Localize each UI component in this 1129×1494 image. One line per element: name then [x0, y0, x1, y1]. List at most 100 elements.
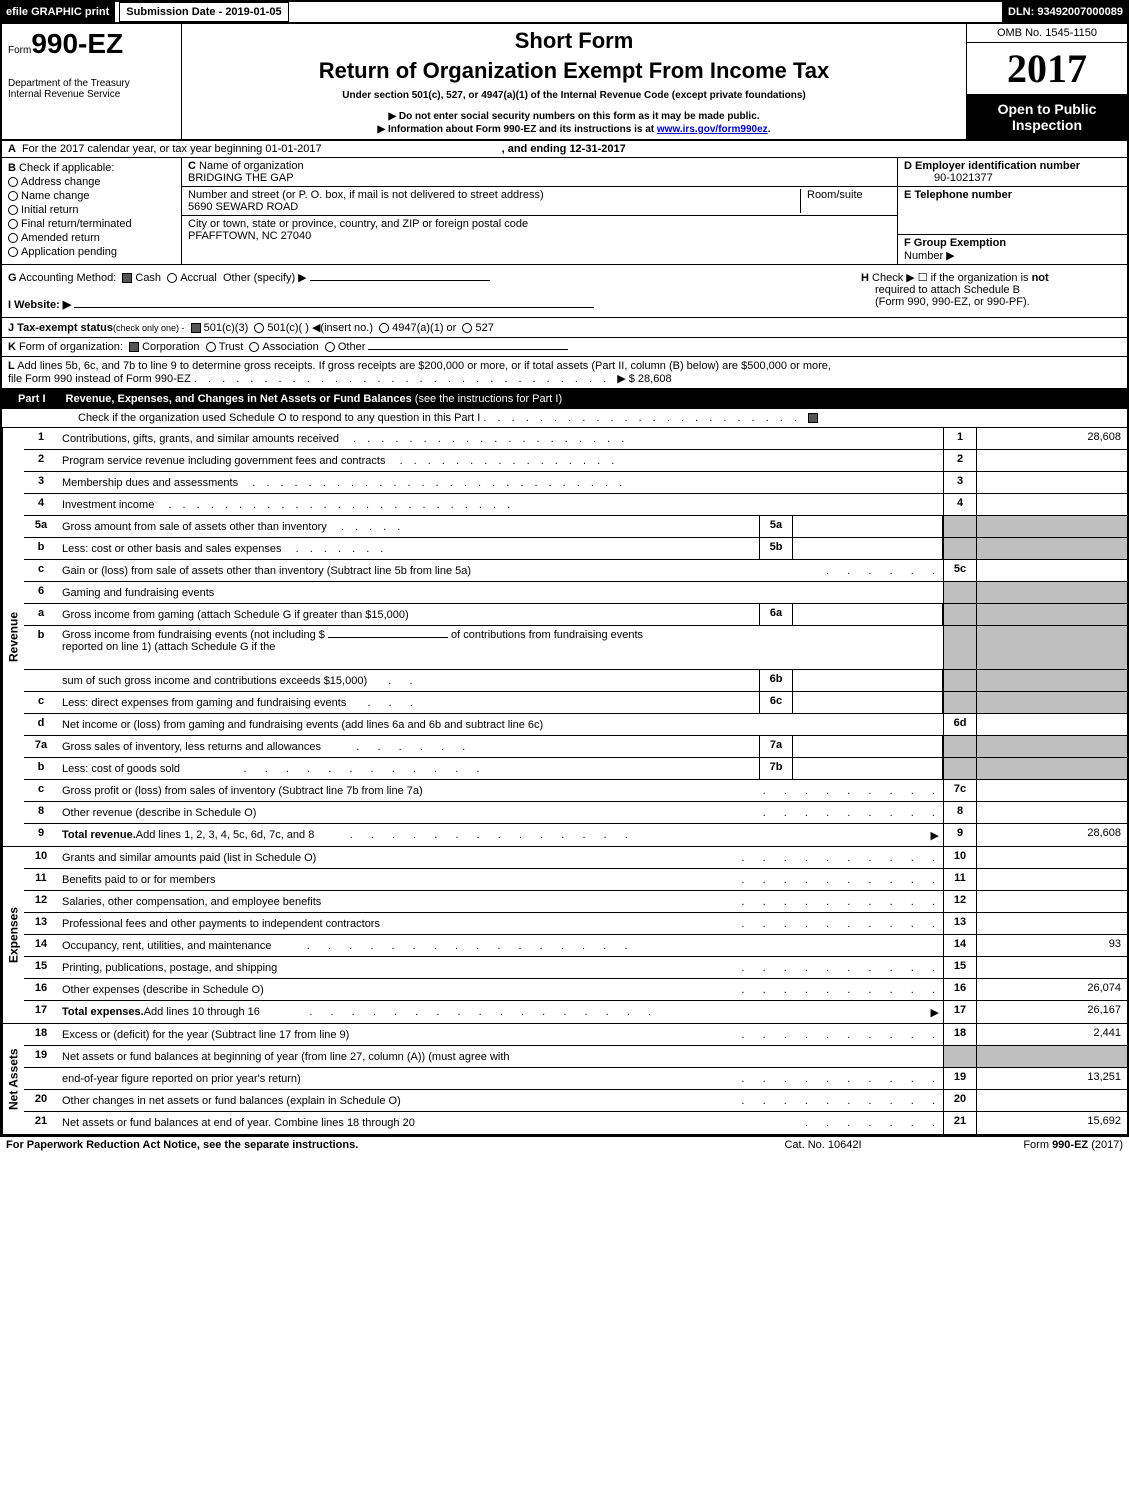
- e-cell: E Telephone number: [898, 187, 1127, 235]
- chk-name-change-label: Name change: [21, 190, 90, 202]
- line-6b-blank[interactable]: [328, 637, 448, 638]
- l-text2: file Form 990 instead of Form 990-EZ: [8, 373, 191, 385]
- chk-initial-return[interactable]: Initial return: [8, 204, 175, 216]
- line-4-desc: Investment income . . . . . . . . . . . …: [58, 494, 943, 515]
- line-3-box: 3: [943, 472, 977, 493]
- k-trust-checkbox[interactable]: [206, 342, 216, 352]
- expenses-side-label: Expenses: [2, 847, 24, 1023]
- line-17-desc: Total expenses. Add lines 10 through 16 …: [58, 1001, 943, 1023]
- k-assoc-checkbox[interactable]: [249, 342, 259, 352]
- l-dots: . . . . . . . . . . . . . . . . . . . . …: [194, 373, 617, 385]
- net-assets-group: Net Assets 18 Excess or (deficit) for th…: [2, 1024, 1127, 1134]
- line-5a-shaded-val: [977, 516, 1127, 537]
- net-assets-side-label: Net Assets: [2, 1024, 24, 1134]
- line-19-lower-num: [24, 1068, 58, 1089]
- line-5b-shaded-val: [977, 538, 1127, 559]
- line-7a-shaded-box: [943, 736, 977, 757]
- part1-check-row: Check if the organization used Schedule …: [0, 409, 1129, 428]
- g-accrual-checkbox[interactable]: [167, 273, 177, 283]
- chk-amended-return-label: Amended return: [21, 232, 100, 244]
- i-website-blank[interactable]: [74, 307, 594, 308]
- line-11-desc: Benefits paid to or for members . . . . …: [58, 869, 943, 890]
- j-527-label: 527: [475, 322, 493, 334]
- chk-initial-return-label: Initial return: [21, 204, 78, 216]
- k-other-label: Other: [338, 341, 366, 353]
- tax-year: 2017: [967, 43, 1127, 95]
- k-other-checkbox[interactable]: [325, 342, 335, 352]
- k-assoc-label: Association: [262, 341, 318, 353]
- line-10-val: [977, 847, 1127, 868]
- column-b: B Check if applicable: Address change Na…: [2, 158, 182, 264]
- h-text3: (Form 990, 990-EZ, or 990-PF).: [875, 296, 1030, 308]
- line-10: 10 Grants and similar amounts paid (list…: [24, 847, 1127, 869]
- h-label: H: [861, 272, 869, 284]
- c-street-value: 5690 SEWARD ROAD: [188, 201, 298, 213]
- line-6b-shaded-box: [943, 670, 977, 691]
- column-g: G Accounting Method: Cash Accrual Other …: [8, 271, 861, 311]
- g-other-blank[interactable]: [310, 280, 490, 281]
- c-street-label: Number and street (or P. O. box, if mail…: [188, 189, 544, 201]
- c-room-label: Room/suite: [801, 189, 891, 213]
- j-501c-checkbox[interactable]: [254, 323, 264, 333]
- i-label: I Website: ▶: [8, 299, 71, 311]
- line-5b-shaded-box: [943, 538, 977, 559]
- row-k: K Form of organization: Corporation Trus…: [0, 338, 1129, 357]
- footer-form-num: 990-EZ: [1052, 1139, 1088, 1151]
- j-501c3-checkbox[interactable]: [191, 323, 201, 333]
- g-cash-checkbox[interactable]: [122, 273, 132, 283]
- line-9-desc2: Add lines 1, 2, 3, 4, 5c, 6d, 7c, and 8: [136, 829, 315, 841]
- j-527-checkbox[interactable]: [462, 323, 472, 333]
- line-7a-desc: Gross sales of inventory, less returns a…: [58, 736, 759, 757]
- line-15-box: 15: [943, 957, 977, 978]
- open-to-public-1: Open to Public: [971, 101, 1123, 117]
- line-2-desc: Program service revenue including govern…: [58, 450, 943, 471]
- line-18-val: 2,441: [977, 1024, 1127, 1045]
- line-6b-desc: Gross income from fundraising events (no…: [58, 626, 943, 669]
- section-gh: G Accounting Method: Cash Accrual Other …: [0, 265, 1129, 318]
- line-19-shaded-box: [943, 1046, 977, 1067]
- chk-final-return[interactable]: Final return/terminated: [8, 218, 175, 230]
- c-city-cell: City or town, state or province, country…: [182, 216, 897, 244]
- g-text: Accounting Method:: [19, 272, 116, 284]
- footer-cat-no: Cat. No. 10642I: [723, 1139, 923, 1151]
- section-bcdef: B Check if applicable: Address change Na…: [0, 158, 1129, 265]
- line-7b: b Less: cost of goods sold . . . . . . .…: [24, 758, 1127, 780]
- line-14-num: 14: [24, 935, 58, 956]
- line-4: 4 Investment income . . . . . . . . . . …: [24, 494, 1127, 516]
- h-text2: required to attach Schedule B: [875, 284, 1020, 296]
- line-6a-sub: 6a: [759, 604, 793, 625]
- line-4-val: [977, 494, 1127, 515]
- chk-name-change[interactable]: Name change: [8, 190, 175, 202]
- line-6d: d Net income or (loss) from gaming and f…: [24, 714, 1127, 736]
- line-6b-shaded-val: [977, 670, 1127, 691]
- line-6d-desc: Net income or (loss) from gaming and fun…: [58, 714, 943, 735]
- chk-address-change[interactable]: Address change: [8, 176, 175, 188]
- line-7b-desc: Less: cost of goods sold . . . . . . . .…: [58, 758, 759, 779]
- part1-schedule-o-checkbox[interactable]: [808, 413, 818, 423]
- line-16-val: 26,074: [977, 979, 1127, 1000]
- c-city-value: PFAFFTOWN, NC 27040: [188, 230, 311, 242]
- line-6b-upper: b Gross income from fundraising events (…: [24, 626, 1127, 670]
- c-name-value: BRIDGING THE GAP: [188, 172, 294, 184]
- chk-amended-return[interactable]: Amended return: [8, 232, 175, 244]
- line-5a-subval: [793, 516, 943, 537]
- line-19-shaded-val: [977, 1046, 1127, 1067]
- c-label: C: [188, 160, 196, 172]
- line-3-val: [977, 472, 1127, 493]
- line-6-num: 6: [24, 582, 58, 603]
- k-other-blank[interactable]: [368, 349, 568, 350]
- line-7a-shaded-val: [977, 736, 1127, 757]
- part1-label: Part I: [8, 391, 56, 407]
- j-4947-checkbox[interactable]: [379, 323, 389, 333]
- irs-link[interactable]: www.irs.gov/form990ez: [657, 124, 768, 135]
- line-3-num: 3: [24, 472, 58, 493]
- line-6b-desc1: Gross income from fundraising events (no…: [62, 629, 325, 641]
- line-3: 3 Membership dues and assessments . . . …: [24, 472, 1127, 494]
- info-line: ▶ Information about Form 990-EZ and its …: [190, 124, 958, 135]
- line-18-num: 18: [24, 1024, 58, 1045]
- k-corp-checkbox[interactable]: [129, 342, 139, 352]
- line-18-desc: Excess or (deficit) for the year (Subtra…: [58, 1024, 943, 1045]
- line-21: 21 Net assets or fund balances at end of…: [24, 1112, 1127, 1134]
- chk-application-pending[interactable]: Application pending: [8, 246, 175, 258]
- line-6c-shaded-box: [943, 692, 977, 713]
